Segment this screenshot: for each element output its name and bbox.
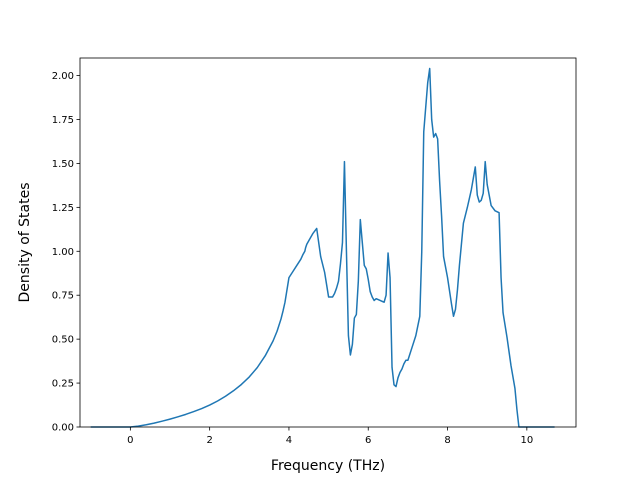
- plot-layer: [90, 67, 555, 428]
- x-tick-label: 8: [444, 435, 450, 446]
- y-axis-label: Density of States: [17, 183, 33, 303]
- y-tick-label: 1.00: [52, 247, 74, 258]
- x-tick-label: 6: [365, 435, 371, 446]
- y-tick-label: 1.75: [52, 115, 74, 126]
- y-tick-label: 0.00: [52, 423, 74, 434]
- dos-series-line-0: [90, 67, 555, 428]
- y-tick-label: 2.00: [52, 71, 74, 82]
- x-tick-label: 4: [286, 435, 292, 446]
- y-tick-label: 0.75: [52, 291, 74, 302]
- y-axis-ticks: 0.00 0.25 0.50 0.75 1.00 1.25 1.50 1.75 2.00: [52, 71, 80, 434]
- x-tick-label: 2: [206, 435, 212, 446]
- x-tick-label: 0: [127, 435, 133, 446]
- y-tick-label: 1.50: [52, 159, 74, 170]
- x-axis-label: Frequency (THz): [271, 458, 385, 474]
- x-axis-ticks: 0 2 4 6 8 10: [127, 427, 533, 446]
- y-tick-label: 0.25: [52, 379, 74, 390]
- x-tick-label: 10: [520, 435, 533, 446]
- y-tick-label: 1.25: [52, 203, 74, 214]
- y-tick-label: 0.50: [52, 335, 74, 346]
- axes-frame: [79, 57, 577, 428]
